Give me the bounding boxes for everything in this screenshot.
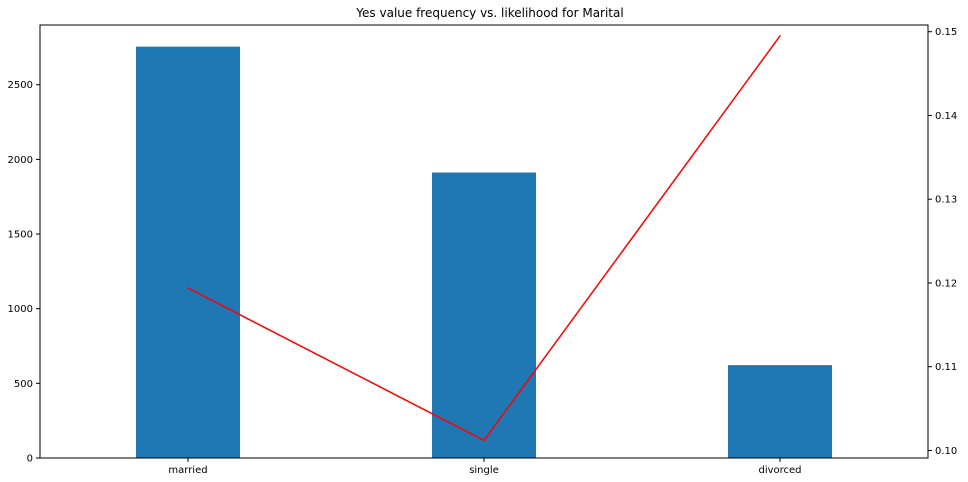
right-tick-label: 0.10: [935, 446, 957, 457]
bar-single: [432, 172, 536, 458]
right-tick-label: 0.13: [935, 195, 957, 206]
bar-series: [136, 46, 832, 459]
line-point-married: [187, 287, 189, 289]
x-tick-label-single: single: [469, 465, 499, 476]
right-tick-label: 0.12: [935, 278, 957, 289]
left-y-axis: 0 500 1000 1500 2000 2500: [8, 80, 40, 465]
x-tick-label-divorced: divorced: [758, 465, 801, 476]
left-tick-label: 1000: [8, 304, 33, 315]
right-tick-label: 0.11: [935, 362, 957, 373]
left-tick-label: 2500: [8, 80, 33, 91]
x-axis: married single divorced: [168, 458, 802, 476]
line-point-divorced: [779, 35, 781, 37]
right-tick-label: 0.14: [935, 111, 957, 122]
left-tick-label: 500: [14, 379, 33, 390]
left-tick-label: 2000: [8, 155, 33, 166]
line-series: [187, 35, 781, 442]
bar-divorced: [728, 365, 832, 458]
left-tick-label: 0: [27, 454, 33, 465]
bar-married: [136, 46, 240, 459]
right-tick-label: 0.15: [935, 27, 957, 38]
right-y-axis: 0.10 0.11 0.12 0.13 0.14 0.15: [928, 27, 957, 457]
chart-title: Yes value frequency vs. likelihood for M…: [355, 6, 623, 20]
left-tick-label: 1500: [8, 230, 33, 241]
line-point-single: [483, 439, 485, 442]
x-tick-label-married: married: [168, 465, 207, 476]
